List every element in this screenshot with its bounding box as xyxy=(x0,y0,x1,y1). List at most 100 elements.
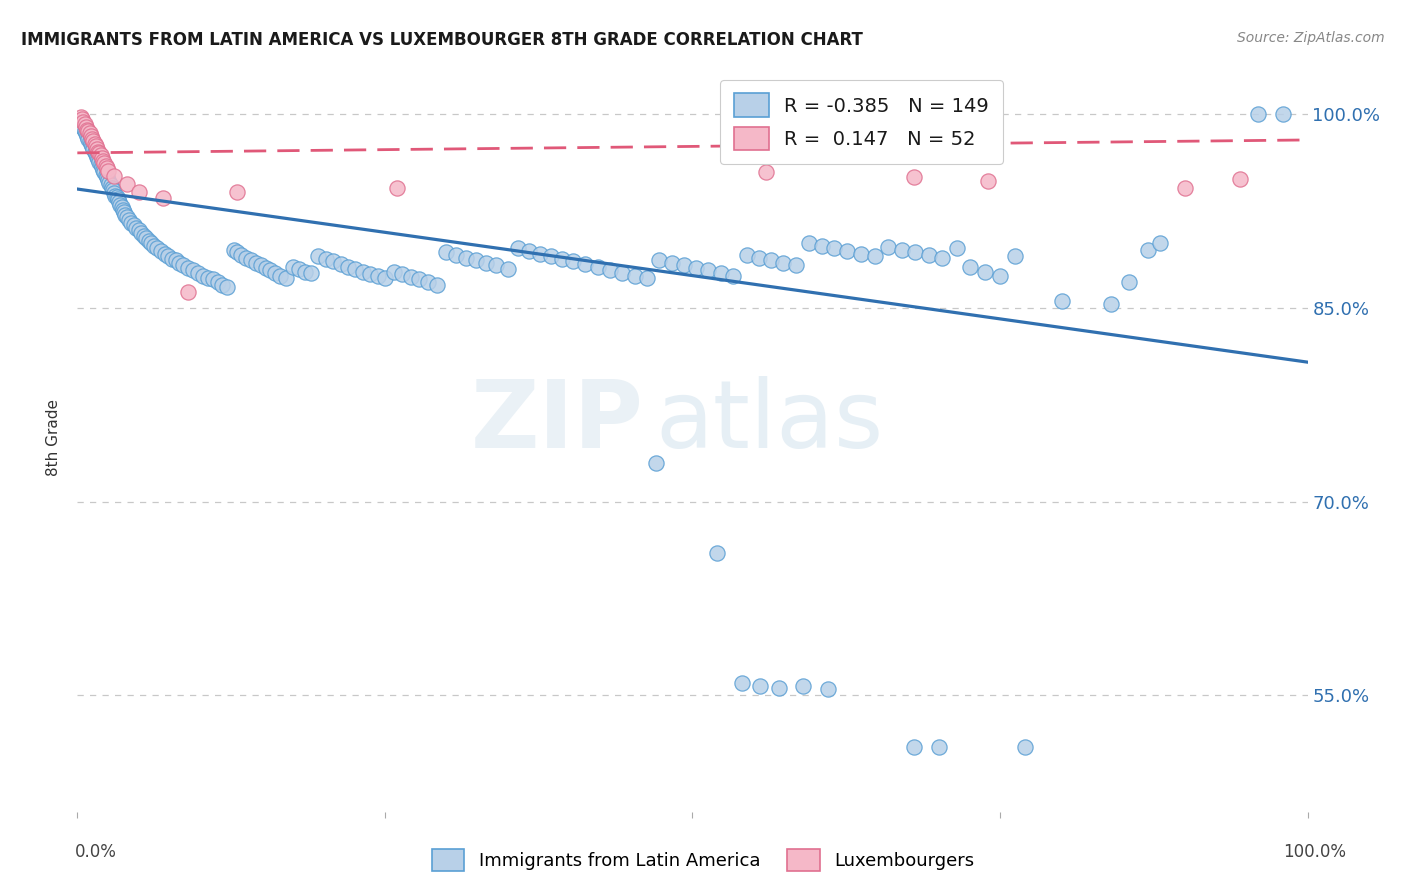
Point xyxy=(94,159,117,173)
Point xyxy=(988,268,1011,283)
Point xyxy=(496,262,519,277)
Point xyxy=(785,258,807,272)
Point xyxy=(84,147,107,161)
Point xyxy=(105,190,128,204)
Point xyxy=(103,169,125,183)
Point xyxy=(111,202,134,217)
Point xyxy=(115,211,138,225)
Point xyxy=(299,266,322,280)
Point xyxy=(1149,236,1171,251)
Point xyxy=(152,191,174,205)
Point xyxy=(135,231,157,245)
Point xyxy=(181,263,204,277)
Point xyxy=(110,197,132,211)
Point xyxy=(685,260,707,275)
Point xyxy=(506,242,529,256)
Point xyxy=(721,268,744,283)
Point xyxy=(697,263,720,277)
Point xyxy=(977,174,1000,188)
Point xyxy=(128,223,150,237)
Point xyxy=(586,260,609,274)
Point xyxy=(446,248,468,262)
Point xyxy=(245,255,267,269)
Point xyxy=(90,160,114,174)
Point xyxy=(276,271,298,285)
Point xyxy=(337,260,360,274)
Point xyxy=(810,239,832,253)
Point xyxy=(100,178,122,193)
Point xyxy=(98,176,121,190)
Point xyxy=(352,265,374,279)
Point xyxy=(70,119,93,133)
Point xyxy=(249,258,271,272)
Y-axis label: 8th Grade: 8th Grade xyxy=(46,399,62,475)
Point xyxy=(904,245,927,260)
Point xyxy=(87,145,110,159)
Point xyxy=(755,165,778,179)
Point xyxy=(197,271,219,285)
Point xyxy=(121,216,143,230)
Point xyxy=(217,280,239,294)
Point xyxy=(359,268,381,282)
Point xyxy=(201,272,224,286)
Point xyxy=(153,246,176,260)
Point xyxy=(80,129,103,144)
Point xyxy=(385,180,409,194)
Point xyxy=(112,205,135,219)
Point xyxy=(104,188,127,202)
Point xyxy=(574,257,596,271)
Point xyxy=(456,251,478,265)
Point xyxy=(94,168,117,182)
Point xyxy=(239,253,262,268)
Point xyxy=(540,249,562,263)
Point xyxy=(226,185,249,199)
Point xyxy=(129,226,153,240)
Point xyxy=(382,265,405,279)
Point xyxy=(269,268,291,283)
Point xyxy=(86,150,108,164)
Point xyxy=(90,157,112,171)
Point xyxy=(91,153,114,168)
Point xyxy=(169,255,191,269)
Point xyxy=(636,271,658,285)
Point xyxy=(132,228,155,243)
Legend: R = -0.385   N = 149, R =  0.147   N = 52: R = -0.385 N = 149, R = 0.147 N = 52 xyxy=(720,79,1002,164)
Point xyxy=(1272,107,1295,121)
Point xyxy=(849,246,872,260)
Point xyxy=(79,127,101,141)
Point xyxy=(87,153,110,167)
Point xyxy=(1014,740,1036,755)
Point xyxy=(160,252,183,266)
Point xyxy=(177,260,200,275)
Point xyxy=(70,112,93,127)
Point xyxy=(101,180,124,194)
Point xyxy=(322,254,344,268)
Point xyxy=(97,164,120,178)
Point xyxy=(946,242,969,256)
Point xyxy=(465,253,488,268)
Point xyxy=(75,120,97,134)
Point xyxy=(96,170,118,185)
Point xyxy=(82,134,104,148)
Point xyxy=(172,258,194,272)
Point xyxy=(103,186,125,200)
Point xyxy=(101,183,124,197)
Point xyxy=(735,248,758,262)
Point xyxy=(416,275,439,289)
Point xyxy=(928,740,950,755)
Point xyxy=(551,252,574,266)
Point xyxy=(111,200,132,214)
Point xyxy=(344,262,367,277)
Point xyxy=(82,142,104,156)
Point xyxy=(374,271,396,285)
Point xyxy=(76,122,98,136)
Point xyxy=(1118,275,1140,289)
Point xyxy=(72,115,94,129)
Point xyxy=(1174,180,1197,194)
Text: IMMIGRANTS FROM LATIN AMERICA VS LUXEMBOURGER 8TH GRADE CORRELATION CHART: IMMIGRANTS FROM LATIN AMERICA VS LUXEMBO… xyxy=(21,31,863,49)
Point xyxy=(177,285,200,300)
Point xyxy=(235,251,257,265)
Point xyxy=(83,136,105,151)
Point xyxy=(82,131,104,145)
Point xyxy=(96,161,118,176)
